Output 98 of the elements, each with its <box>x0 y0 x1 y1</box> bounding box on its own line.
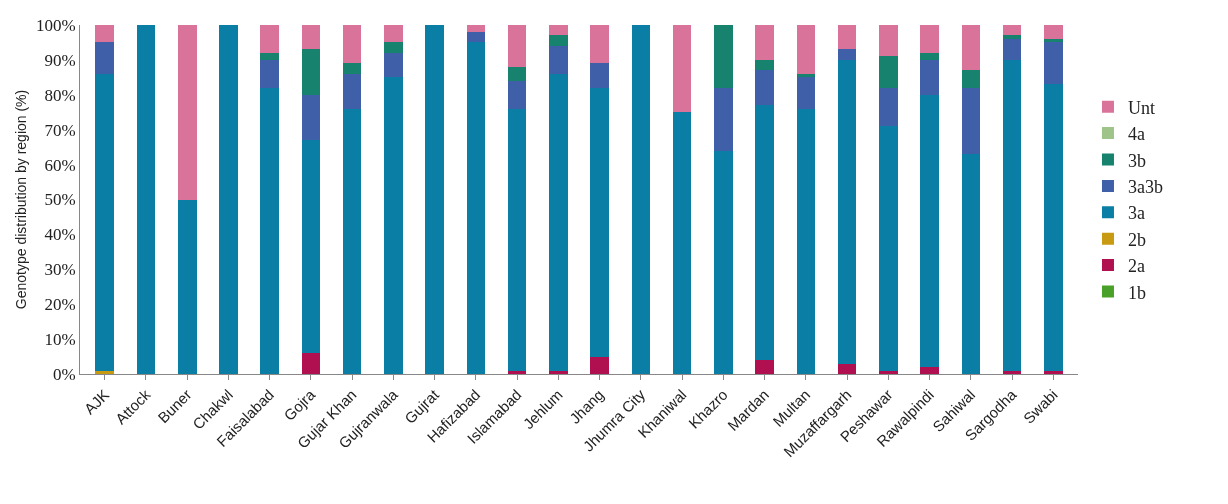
bar <box>1043 25 1063 39</box>
bar <box>1043 84 1063 371</box>
y-tick-label: 40% <box>44 225 76 245</box>
y-axis-title: Genotype distribution by region (%) <box>12 89 29 310</box>
bar <box>260 52 279 60</box>
bar <box>837 25 857 50</box>
bar <box>1002 35 1022 39</box>
bar <box>755 105 774 361</box>
legend-label: 3a <box>1127 203 1145 224</box>
bar <box>590 87 609 357</box>
bar <box>466 25 486 32</box>
bar <box>301 140 321 354</box>
bar <box>714 25 733 88</box>
y-tick-label: 0% <box>52 364 76 384</box>
bar <box>1043 42 1063 85</box>
bar <box>879 126 898 371</box>
bar <box>466 42 486 374</box>
y-tick-label: 80% <box>44 85 76 105</box>
bar <box>549 25 568 36</box>
bar <box>549 45 568 74</box>
bar <box>755 70 774 106</box>
bar <box>837 49 857 60</box>
bar <box>590 356 609 374</box>
bar <box>507 80 527 109</box>
bar <box>260 87 279 374</box>
legend-label: 2b <box>1127 229 1146 250</box>
y-tick-label: 10% <box>44 330 76 350</box>
bar <box>384 52 403 78</box>
legend-label: 1b <box>1127 282 1146 303</box>
bar <box>837 59 857 364</box>
bar <box>796 25 816 74</box>
bar <box>219 25 238 374</box>
bar <box>920 367 939 374</box>
bar <box>590 25 609 64</box>
bar <box>95 25 115 43</box>
bar <box>590 63 609 88</box>
y-tick-label: 50% <box>44 190 76 210</box>
legend-label: 4a <box>1127 124 1145 145</box>
bar <box>879 56 898 88</box>
bar <box>301 353 321 374</box>
bar <box>920 94 939 368</box>
bar <box>755 25 774 60</box>
bar <box>384 25 403 43</box>
bar <box>549 35 568 46</box>
bar <box>507 25 527 67</box>
legend-label: 3b <box>1127 150 1146 171</box>
bar <box>260 25 279 53</box>
bar <box>301 94 321 141</box>
y-tick-label: 60% <box>44 155 76 175</box>
bar <box>755 360 774 374</box>
bar <box>961 70 981 88</box>
bar <box>342 108 362 374</box>
bar <box>672 112 692 374</box>
bar <box>879 87 898 127</box>
legend-label: 3a3b <box>1127 176 1163 197</box>
bar <box>961 87 981 155</box>
y-tick-label: 20% <box>44 295 76 315</box>
y-tick-label: 90% <box>44 50 76 70</box>
legend-label: Unt <box>1127 97 1155 118</box>
bar <box>95 73 115 371</box>
bar <box>879 25 898 57</box>
bar <box>95 42 115 74</box>
bar <box>549 73 568 371</box>
y-tick-label: 30% <box>44 260 76 280</box>
bar <box>961 154 981 374</box>
bar <box>260 59 279 88</box>
bar <box>920 59 939 95</box>
bar <box>961 25 981 71</box>
bar <box>672 25 692 113</box>
bar <box>342 63 362 74</box>
bar <box>301 49 321 95</box>
y-tick-label: 70% <box>44 120 76 140</box>
bar <box>384 42 403 53</box>
bar <box>342 25 362 64</box>
bar <box>1002 38 1022 60</box>
bar <box>796 77 816 109</box>
bar <box>136 25 156 374</box>
bar <box>342 73 362 109</box>
bar <box>920 52 939 60</box>
y-tick-label: 100% <box>35 15 76 35</box>
bar <box>507 66 527 81</box>
bar <box>1002 59 1022 371</box>
bar <box>425 25 444 374</box>
bar <box>755 59 774 71</box>
bar <box>507 108 527 371</box>
bar <box>714 87 733 151</box>
bar <box>631 25 651 374</box>
bar <box>837 363 857 374</box>
legend-label: 2a <box>1127 256 1145 277</box>
bar <box>714 150 733 374</box>
bar <box>384 77 403 374</box>
bar <box>1002 25 1022 36</box>
bar <box>796 108 816 374</box>
bar <box>466 31 486 43</box>
bar <box>177 199 197 374</box>
bar <box>301 25 321 50</box>
bar <box>920 25 939 53</box>
bar <box>177 25 197 200</box>
